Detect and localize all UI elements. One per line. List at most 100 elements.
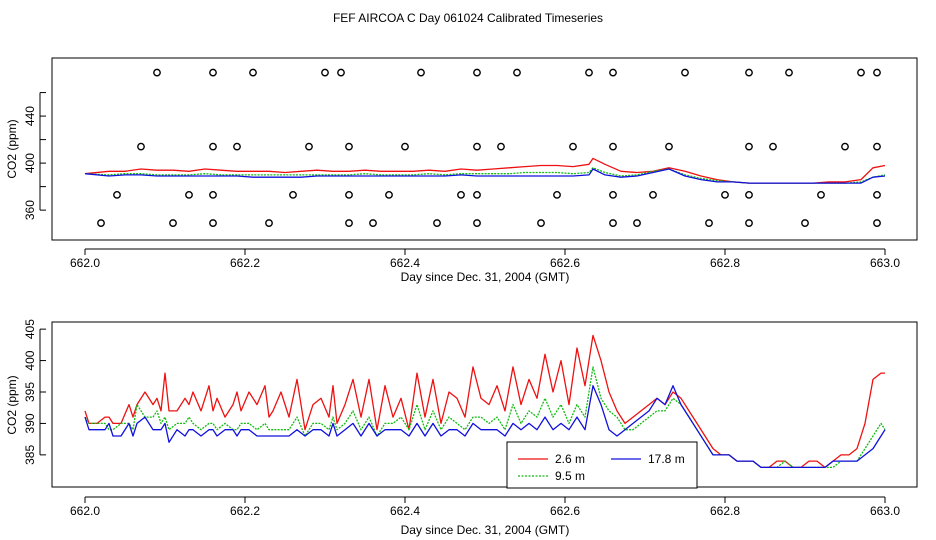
y-axis-bottom: 385 390 395 400 405: [23, 319, 46, 465]
calibration-point: [873, 190, 881, 199]
legend-label-17-8m: 17.8 m: [648, 452, 685, 466]
x-tick-label: 662.8: [710, 504, 740, 518]
calibration-point: [209, 142, 217, 151]
calibration-point: [137, 142, 145, 151]
calibration-point: [209, 219, 217, 227]
x-tick-label: 662.6: [550, 256, 580, 270]
calibration-point: [705, 219, 713, 227]
y-axis-label-bottom: CO2 (ppm): [5, 375, 19, 434]
calibration-point: [457, 190, 465, 199]
series-line-9-5-mm-bottom: [84, 366, 886, 469]
plot-frame-top: [51, 57, 918, 241]
x-tick-label: 663.0: [870, 504, 900, 518]
y-tick-label: 400: [23, 153, 37, 173]
calibration-point: [233, 142, 241, 151]
series-line-9-5-mm-top: [84, 167, 886, 184]
calibration-point: [609, 190, 617, 199]
calibration-point: [873, 68, 881, 77]
series-lines-top: [84, 157, 886, 184]
calibration-point: [305, 142, 313, 151]
calibration-point: [721, 190, 729, 199]
x-tick-label: 662.2: [230, 504, 260, 518]
legend-label-2-6m: 2.6 m: [555, 452, 585, 466]
calibration-point: [369, 219, 377, 227]
calibration-point: [609, 219, 617, 227]
calibration-point: [417, 68, 425, 77]
legend: 2.6 m 9.5 m 17.8 m: [506, 441, 698, 489]
calibration-points: [97, 68, 881, 227]
calibration-point: [745, 219, 753, 227]
calibration-point: [113, 190, 121, 199]
calibration-point: [801, 219, 809, 227]
calibration-point: [345, 190, 353, 199]
figure-title: FEF AIRCOA C Day 061024 Calibrated Times…: [333, 11, 603, 25]
x-tick-label: 662.0: [70, 504, 100, 518]
x-axis-top: 662.0 662.2 662.4 662.6 662.8 663.0: [70, 248, 900, 270]
x-tick-label: 662.0: [70, 256, 100, 270]
calibration-point: [473, 219, 481, 227]
y-tick-label: 390: [23, 413, 37, 433]
series-line-2-6-mm-top: [84, 157, 886, 184]
calibration-point: [681, 68, 689, 77]
calibration-point: [153, 68, 161, 77]
calibration-point: [537, 219, 545, 227]
calibration-point: [569, 142, 577, 151]
x-axis-label-top: Day since Dec. 31, 2004 (GMT): [401, 270, 570, 284]
x-axis-label-bottom: Day since Dec. 31, 2004 (GMT): [401, 523, 570, 537]
calibration-point: [497, 142, 505, 151]
calibration-point: [649, 190, 657, 199]
legend-label-9-5m: 9.5 m: [555, 469, 585, 483]
calibration-point: [289, 190, 297, 199]
calibration-point: [585, 68, 593, 77]
y-tick-label: 400: [23, 350, 37, 370]
calibration-point: [345, 142, 353, 151]
calibration-point: [337, 68, 345, 77]
x-tick-label: 662.6: [550, 504, 580, 518]
calibration-point: [745, 68, 753, 77]
series-line-2-6-mm-bottom: [84, 334, 885, 469]
series-lines-bottom: [84, 334, 886, 469]
calibration-point: [841, 142, 849, 151]
calibration-point: [745, 190, 753, 199]
calibration-point: [513, 68, 521, 77]
y-tick-label: 360: [23, 200, 37, 220]
calibration-point: [817, 190, 825, 199]
y-tick-label: 440: [23, 106, 37, 126]
calibration-point: [553, 190, 561, 199]
panel-top: 662.0 662.2 662.4 662.6 662.8 663.0 360 400 440…: [5, 57, 918, 284]
calibration-point: [265, 219, 273, 227]
calibration-point: [473, 68, 481, 77]
calibration-point: [473, 142, 481, 151]
calibration-point: [633, 219, 641, 227]
series-line-17-8-mm-top: [84, 168, 886, 184]
calibration-point: [745, 142, 753, 151]
y-tick-label: 395: [23, 382, 37, 402]
calibration-point: [209, 190, 217, 199]
x-axis-bottom: 662.0 662.2 662.4 662.6 662.8 663.0: [70, 496, 900, 518]
x-tick-label: 662.8: [710, 256, 740, 270]
calibration-point: [857, 68, 865, 77]
calibration-point: [769, 142, 777, 151]
y-tick-label: 405: [23, 319, 37, 339]
calibration-point: [401, 142, 409, 151]
panel-bottom: 662.0 662.2 662.4 662.6 662.8 663.0 385 390 395…: [5, 319, 918, 537]
calibration-point: [209, 68, 217, 77]
calibration-point: [665, 142, 673, 151]
x-tick-label: 662.4: [390, 256, 420, 270]
calibration-point: [785, 68, 793, 77]
calibration-point: [321, 68, 329, 77]
calibration-point: [609, 142, 617, 151]
series-line-17-8-mm-bottom: [84, 385, 886, 469]
x-tick-label: 662.2: [230, 256, 260, 270]
calibration-point: [345, 219, 353, 227]
y-axis-label-top: CO2 (ppm): [5, 119, 19, 178]
calibration-point: [169, 219, 177, 227]
legend-box: [506, 441, 698, 489]
calibration-point: [433, 219, 441, 227]
calibration-point: [473, 190, 481, 199]
plot-frame-bottom: [51, 321, 918, 488]
y-axis-top: 360 400 440: [23, 92, 46, 220]
calibration-point: [385, 190, 393, 199]
calibration-point: [249, 68, 257, 77]
